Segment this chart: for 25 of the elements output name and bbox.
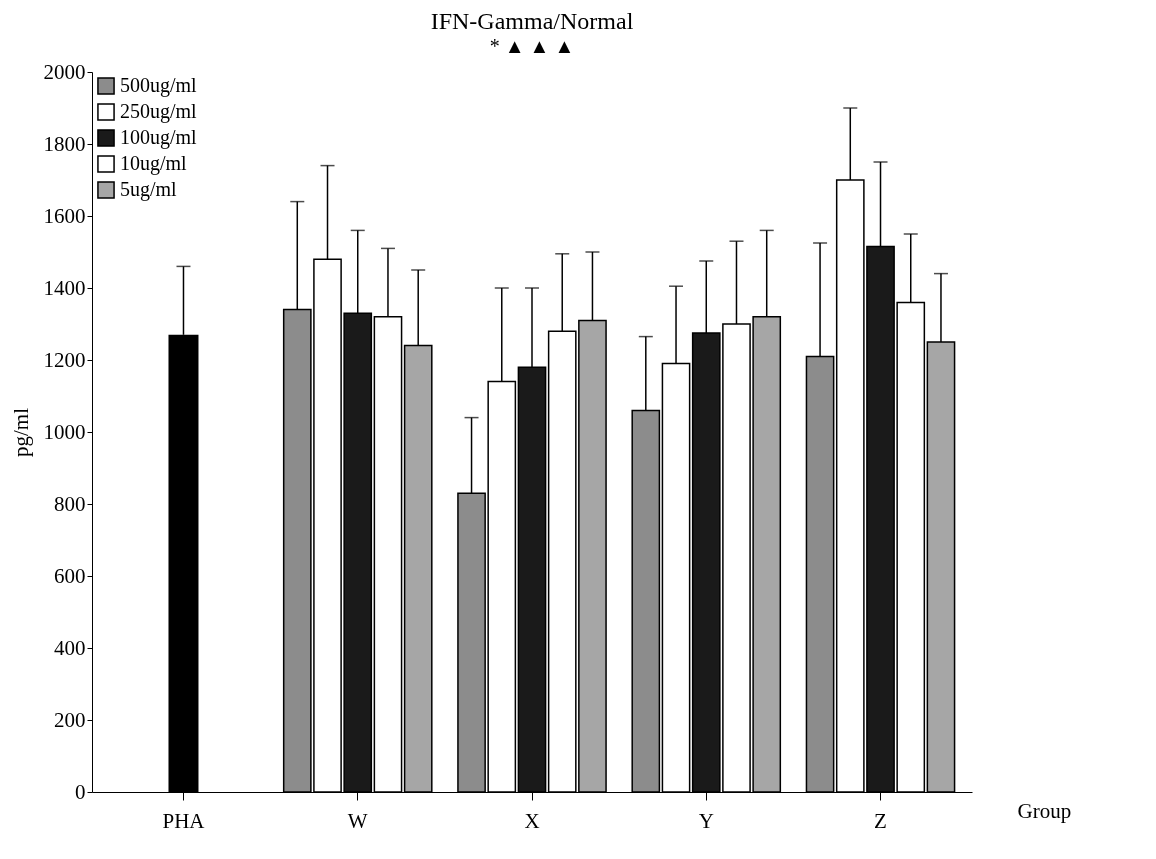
x-tick-label: Z xyxy=(874,808,887,833)
y-tick-label: 200 xyxy=(54,707,86,732)
y-axis-title: pg/ml xyxy=(8,407,33,458)
y-tick-label: 0 xyxy=(75,779,86,804)
y-tick-label: 1800 xyxy=(43,131,86,156)
x-tick-label: X xyxy=(524,808,540,833)
y-tick-label: 600 xyxy=(54,563,86,588)
chart-title: IFN-Gamma/Normal xyxy=(430,8,634,34)
legend-label: 100ug/ml xyxy=(120,126,198,149)
y-tick-label: 1400 xyxy=(43,275,86,300)
y-tick-label: 1200 xyxy=(43,347,86,372)
legend-label: 5ug/ml xyxy=(120,178,178,201)
y-tick-label: 1600 xyxy=(43,203,86,228)
x-tick-label: W xyxy=(347,808,368,833)
y-tick-label: 800 xyxy=(54,491,86,516)
x-tick-label: PHA xyxy=(162,808,206,833)
legend-label: 250ug/ml xyxy=(120,100,198,123)
legend-label: 10ug/ml xyxy=(120,152,188,175)
x-tick-label: Y xyxy=(698,808,714,833)
x-axis-title: Group xyxy=(1017,798,1072,823)
y-tick-label: 1000 xyxy=(43,419,86,444)
y-tick-label: 2000 xyxy=(43,59,86,84)
y-tick-label: 400 xyxy=(54,635,86,660)
legend-label: 500ug/ml xyxy=(120,74,198,97)
text: * ▲ ▲ ▲ xyxy=(489,35,575,57)
